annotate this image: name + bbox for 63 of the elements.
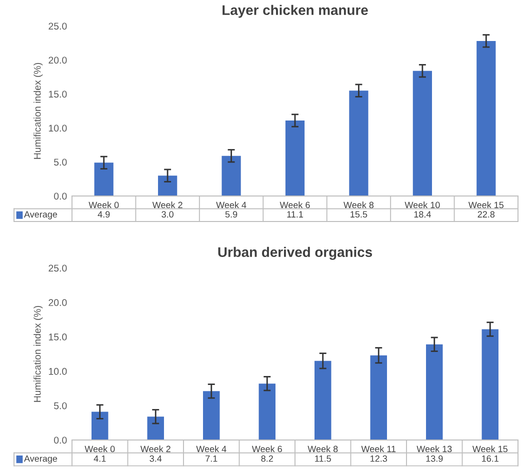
- data-label: 22.8: [478, 211, 495, 218]
- x-tick-label: Week 10: [404, 202, 440, 208]
- bar: [370, 355, 387, 440]
- x-tick-label: Week 0: [84, 446, 115, 452]
- y-tick-label: 15.0: [48, 90, 67, 98]
- bar: [92, 412, 108, 440]
- y-tick-label: 0.0: [54, 436, 67, 444]
- x-tick-label: Week 4: [216, 202, 246, 208]
- y-axis-title: Humification index (%): [34, 62, 43, 159]
- data-label: 15.5: [350, 211, 368, 218]
- data-label: 16.1: [482, 455, 498, 462]
- x-tick-label: Week 0: [88, 202, 119, 208]
- legend-label: Average: [24, 211, 58, 220]
- y-tick-label: 0.0: [54, 192, 67, 200]
- x-tick-label: Week 15: [472, 446, 508, 452]
- y-tick-label: 25.0: [48, 264, 67, 272]
- x-tick-label: Week 8: [344, 202, 374, 208]
- y-tick-label: 10.0: [48, 368, 67, 375]
- data-label: 11.1: [287, 211, 304, 218]
- bar: [476, 40, 496, 196]
- bar: [314, 360, 332, 440]
- bar: [482, 329, 498, 440]
- x-tick-label: Week 2: [152, 202, 182, 208]
- y-tick-label: 20.0: [48, 299, 67, 306]
- chart-title: Layer chicken manure: [222, 4, 368, 18]
- data-label: 3.0: [162, 211, 174, 218]
- bar: [258, 384, 276, 440]
- bar: [426, 344, 443, 440]
- data-label: 11.5: [315, 455, 331, 462]
- y-tick-label: 10.0: [48, 124, 67, 132]
- x-tick-label: Week 6: [252, 446, 282, 452]
- data-label: 8.2: [261, 455, 273, 462]
- data-label: 13.9: [426, 455, 443, 462]
- y-tick-label: 5.0: [54, 158, 67, 166]
- data-label: 18.4: [414, 211, 431, 218]
- x-tick-label: Week 11: [361, 446, 396, 452]
- bar: [412, 70, 432, 196]
- bar: [222, 156, 241, 196]
- bar: [285, 120, 305, 196]
- x-tick-label: Week 6: [280, 202, 310, 208]
- x-tick-label: Week 4: [196, 446, 226, 452]
- data-label: 12.3: [370, 455, 388, 462]
- chart-title: Urban derived organics: [218, 246, 372, 260]
- bar: [203, 391, 220, 440]
- bar: [158, 176, 178, 196]
- bar: [147, 416, 164, 440]
- legend-label: Average: [24, 455, 58, 464]
- data-label: 4.9: [98, 211, 110, 218]
- x-tick-label: Week 13: [416, 446, 452, 452]
- x-tick-label: Week 8: [308, 446, 338, 452]
- y-tick-label: 15.0: [48, 334, 67, 340]
- bar: [94, 162, 114, 196]
- data-label: 7.1: [206, 455, 218, 462]
- data-label: 4.1: [94, 455, 106, 462]
- data-label: 3.4: [150, 455, 162, 462]
- x-tick-label: Week 15: [468, 202, 504, 208]
- bar: [349, 90, 368, 196]
- y-tick-label: 20.0: [48, 56, 67, 64]
- y-tick-label: 5.0: [54, 402, 67, 410]
- y-tick-label: 25.0: [48, 22, 67, 30]
- x-tick-label: Week 2: [140, 446, 170, 452]
- data-label: 5.9: [225, 211, 238, 218]
- y-axis-title: Humification index (%): [34, 306, 43, 402]
